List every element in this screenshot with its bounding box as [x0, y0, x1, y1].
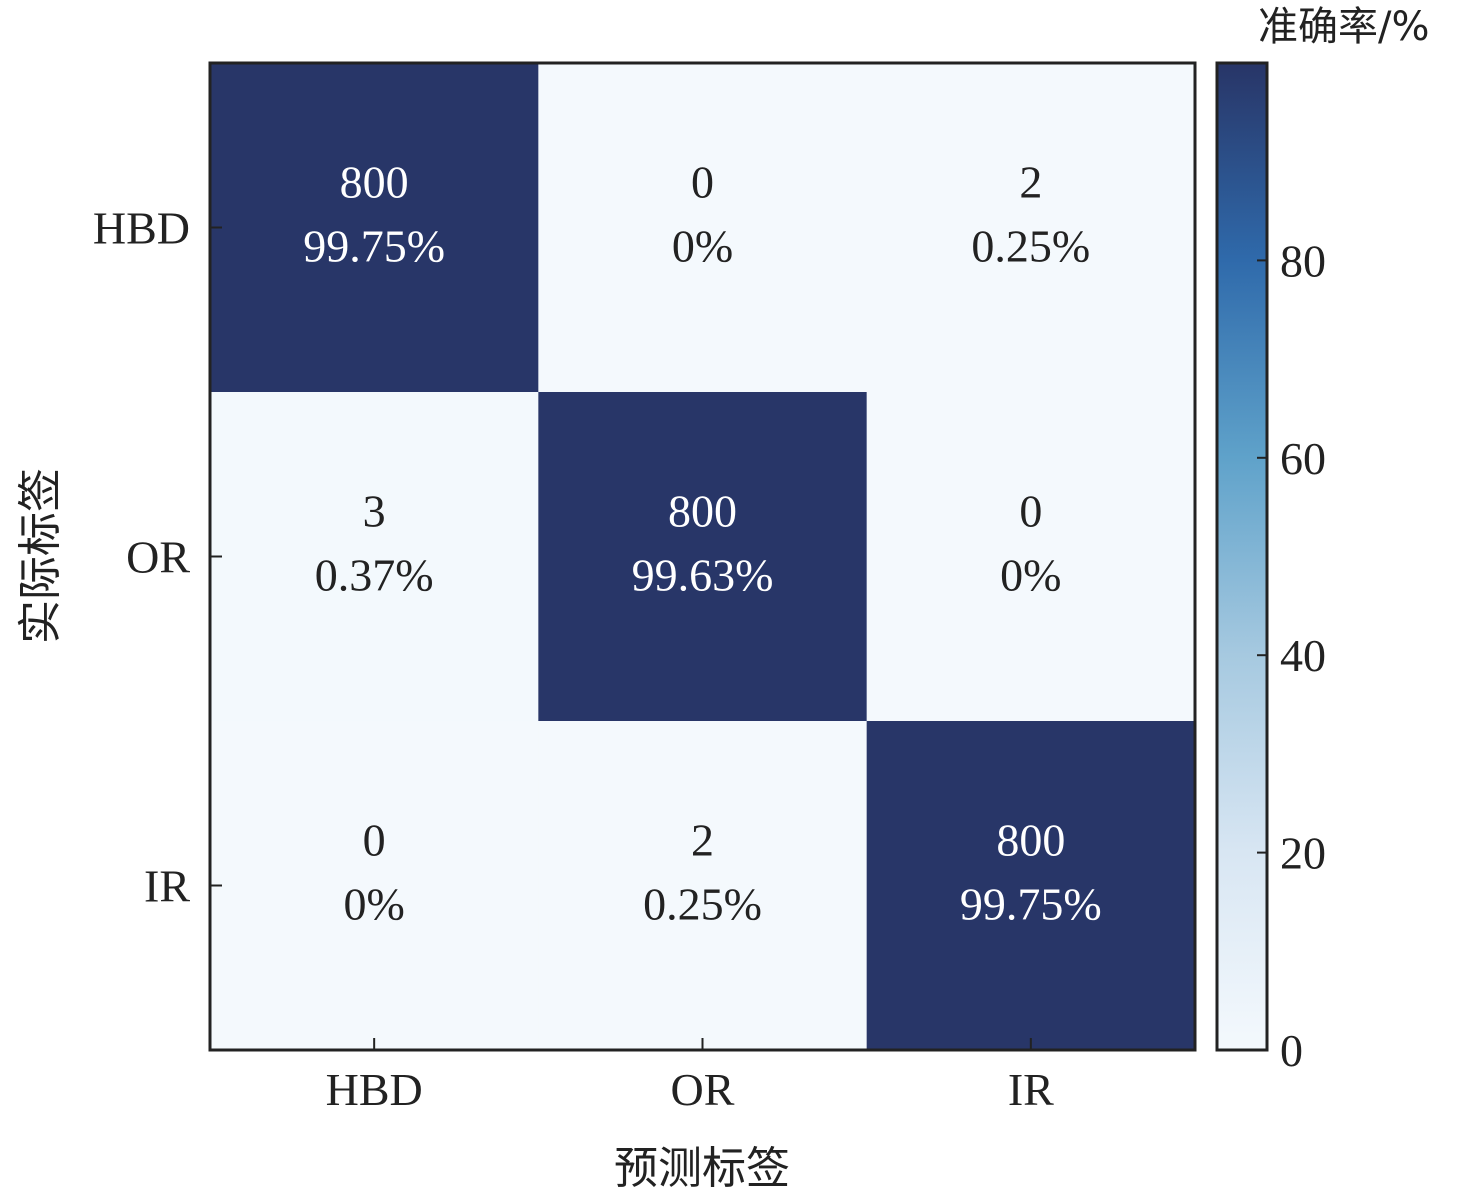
- heatmap-cell: [538, 392, 868, 722]
- cell-percent-label: 0%: [1000, 550, 1061, 601]
- cell-percent-label: 0.37%: [315, 550, 434, 601]
- colorbar-ticks: 0 20 40 60 80: [1257, 235, 1326, 1076]
- x-tick-label: OR: [671, 1064, 735, 1115]
- colorbar-tick-label: 0: [1280, 1025, 1303, 1076]
- cell-labels: 800 99.75% 0 0% 2 0.25% 3 0.37% 800 99.63% 0 0% 0 0% 2…: [303, 157, 1101, 930]
- heatmap-cell: [538, 721, 868, 1051]
- heatmap-cells: [210, 63, 1196, 1051]
- x-axis-title: 预测标签: [614, 1143, 790, 1194]
- cell-count-label: 0: [363, 815, 386, 866]
- x-tick-label: IR: [1008, 1064, 1054, 1115]
- cell-count-label: 2: [1019, 157, 1042, 208]
- cell-percent-label: 99.63%: [632, 550, 774, 601]
- colorbar-tick-label: 60: [1280, 433, 1326, 484]
- heatmap-cell: [538, 63, 868, 393]
- heatmap-cell: [210, 63, 539, 393]
- heatmap-cell: [210, 721, 539, 1051]
- cell-percent-label: 0.25%: [971, 221, 1090, 272]
- colorbar-title: 准确率/%: [1258, 4, 1429, 50]
- colorbar: [1215, 61, 1269, 1052]
- cell-percent-label: 0%: [672, 221, 733, 272]
- cell-count-label: 800: [340, 157, 409, 208]
- cell-count-label: 800: [996, 815, 1065, 866]
- y-tick-label: OR: [126, 532, 190, 583]
- y-tick-label: HBD: [93, 203, 190, 254]
- heatmap-cell: [866, 63, 1196, 393]
- heatmap-cell: [210, 392, 539, 722]
- cell-percent-label: 0.25%: [643, 879, 762, 930]
- cell-count-label: 0: [1019, 486, 1042, 537]
- cell-percent-label: 0%: [344, 879, 405, 930]
- cell-percent-label: 99.75%: [303, 221, 445, 272]
- heatmap-cell: [866, 392, 1196, 722]
- cell-count-label: 2: [691, 815, 714, 866]
- colorbar-tick-label: 40: [1280, 630, 1326, 681]
- cell-count-label: 3: [363, 486, 386, 537]
- x-tick-label: HBD: [326, 1064, 423, 1115]
- colorbar-tick-label: 80: [1280, 235, 1326, 286]
- cell-count-label: 0: [691, 157, 714, 208]
- cell-count-label: 800: [668, 486, 737, 537]
- axes: HBD OR IR HBD OR IR: [93, 203, 1054, 1116]
- cell-percent-label: 99.75%: [960, 879, 1102, 930]
- y-tick-label: IR: [144, 861, 190, 912]
- colorbar-tick-label: 20: [1280, 828, 1326, 879]
- y-axis-title: 实际标签: [15, 468, 66, 644]
- heatmap-cell: [866, 721, 1196, 1051]
